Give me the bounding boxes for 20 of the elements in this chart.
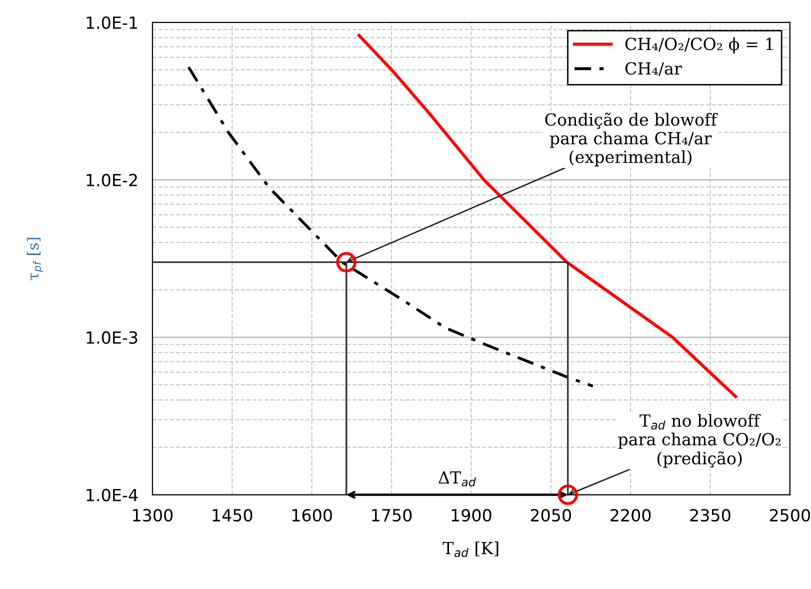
x-tick-label: 1450 (212, 508, 252, 522)
x-tick-label: 2500 (770, 508, 810, 522)
x-tick-label: 1600 (292, 508, 332, 522)
x-tick-label: 1300 (133, 508, 173, 522)
annotation: ΔT$_{ad}$ (438, 471, 476, 486)
y-axis-title: τ$_{pf}$ [s] (26, 238, 44, 280)
x-tick-label: 2200 (610, 508, 651, 522)
x-tick-label: 2050 (530, 508, 571, 522)
x-tick-label: 1900 (452, 508, 492, 522)
annotation: Condição de blowoff para chama CH₄/ar (experimental) (545, 112, 718, 166)
x-axis-title: T$_{ad}$ [K] (442, 541, 498, 558)
y-tick-label: 1.0E-1 (86, 16, 138, 29)
x-tick-label: 1750 (372, 508, 412, 522)
legend-label: CH₄/O₂/CO₂ ϕ = 1 (625, 37, 773, 54)
legend-label: CH₄/ar (625, 62, 682, 76)
y-tick-label: 1.0E-2 (86, 174, 137, 186)
annotation: T$_{ad}$ no blowoff para chama CO₂/O₂ (predição) (618, 414, 781, 468)
y-tick-label: 1.0E-3 (86, 331, 138, 344)
y-tick-label: 1.0E-4 (86, 488, 138, 502)
x-tick-label: 2350 (690, 508, 730, 522)
